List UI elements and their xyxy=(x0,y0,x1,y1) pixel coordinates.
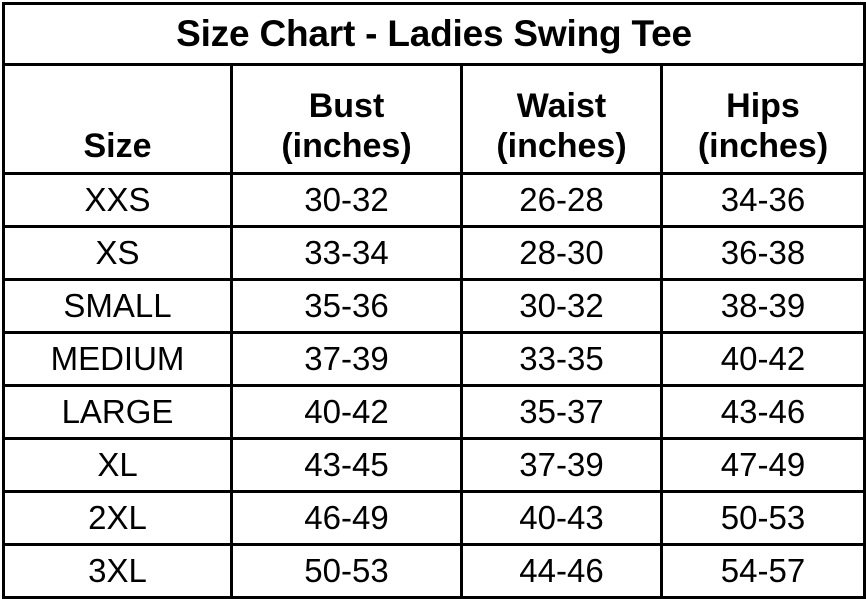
cell-waist: 28-30 xyxy=(460,225,663,281)
cell-bust: 33-34 xyxy=(230,225,463,281)
cell-size: XXS xyxy=(2,172,233,228)
cell-size: XS xyxy=(2,225,233,281)
table-row: SMALL 35-36 30-32 38-39 xyxy=(2,278,866,334)
cell-hips: 38-39 xyxy=(660,278,866,334)
cell-waist: 26-28 xyxy=(460,172,663,228)
table-row: XXS 30-32 26-28 34-36 xyxy=(2,172,866,228)
column-header-waist: Waist (inches) xyxy=(460,63,663,175)
cell-size: 3XL xyxy=(2,543,233,599)
cell-size: MEDIUM xyxy=(2,331,233,387)
cell-hips: 40-42 xyxy=(660,331,866,387)
cell-waist: 30-32 xyxy=(460,278,663,334)
cell-bust: 46-49 xyxy=(230,490,463,546)
cell-waist: 35-37 xyxy=(460,384,663,440)
cell-bust: 35-36 xyxy=(230,278,463,334)
column-header-bust: Bust (inches) xyxy=(230,63,463,175)
cell-size: SMALL xyxy=(2,278,233,334)
table-row: LARGE 40-42 35-37 43-46 xyxy=(2,384,866,440)
table-row: MEDIUM 37-39 33-35 40-42 xyxy=(2,331,866,387)
cell-waist: 37-39 xyxy=(460,437,663,493)
column-header-size: Size xyxy=(2,63,233,175)
cell-bust: 40-42 xyxy=(230,384,463,440)
column-header-row: Size Bust (inches) Waist (inches) Hips (… xyxy=(2,63,866,175)
cell-bust: 30-32 xyxy=(230,172,463,228)
cell-hips: 50-53 xyxy=(660,490,866,546)
cell-bust: 37-39 xyxy=(230,331,463,387)
cell-bust: 43-45 xyxy=(230,437,463,493)
cell-waist: 44-46 xyxy=(460,543,663,599)
table-row: XL 43-45 37-39 47-49 xyxy=(2,437,866,493)
column-header-bust-label: Bust xyxy=(308,87,385,125)
table-row: 3XL 50-53 44-46 54-57 xyxy=(2,543,866,599)
column-header-hips: Hips (inches) xyxy=(660,63,866,175)
cell-hips: 36-38 xyxy=(660,225,866,281)
cell-hips: 34-36 xyxy=(660,172,866,228)
cell-bust: 50-53 xyxy=(230,543,463,599)
column-header-size-label: Size xyxy=(83,127,152,165)
cell-size: LARGE xyxy=(2,384,233,440)
column-header-bust-unit: (inches) xyxy=(281,127,412,165)
column-header-waist-label: Waist xyxy=(516,87,607,125)
cell-hips: 54-57 xyxy=(660,543,866,599)
column-header-hips-label: Hips xyxy=(726,87,800,125)
chart-title-row: Size Chart - Ladies Swing Tee xyxy=(2,2,866,66)
cell-size: 2XL xyxy=(2,490,233,546)
column-header-hips-unit: (inches) xyxy=(697,127,829,165)
cell-waist: 33-35 xyxy=(460,331,663,387)
cell-size: XL xyxy=(2,437,233,493)
table-row: 2XL 46-49 40-43 50-53 xyxy=(2,490,866,546)
cell-hips: 47-49 xyxy=(660,437,866,493)
chart-title: Size Chart - Ladies Swing Tee xyxy=(2,2,866,66)
cell-waist: 40-43 xyxy=(460,490,663,546)
cell-hips: 43-46 xyxy=(660,384,866,440)
table-row: XS 33-34 28-30 36-38 xyxy=(2,225,866,281)
column-header-waist-unit: (inches) xyxy=(496,127,627,165)
